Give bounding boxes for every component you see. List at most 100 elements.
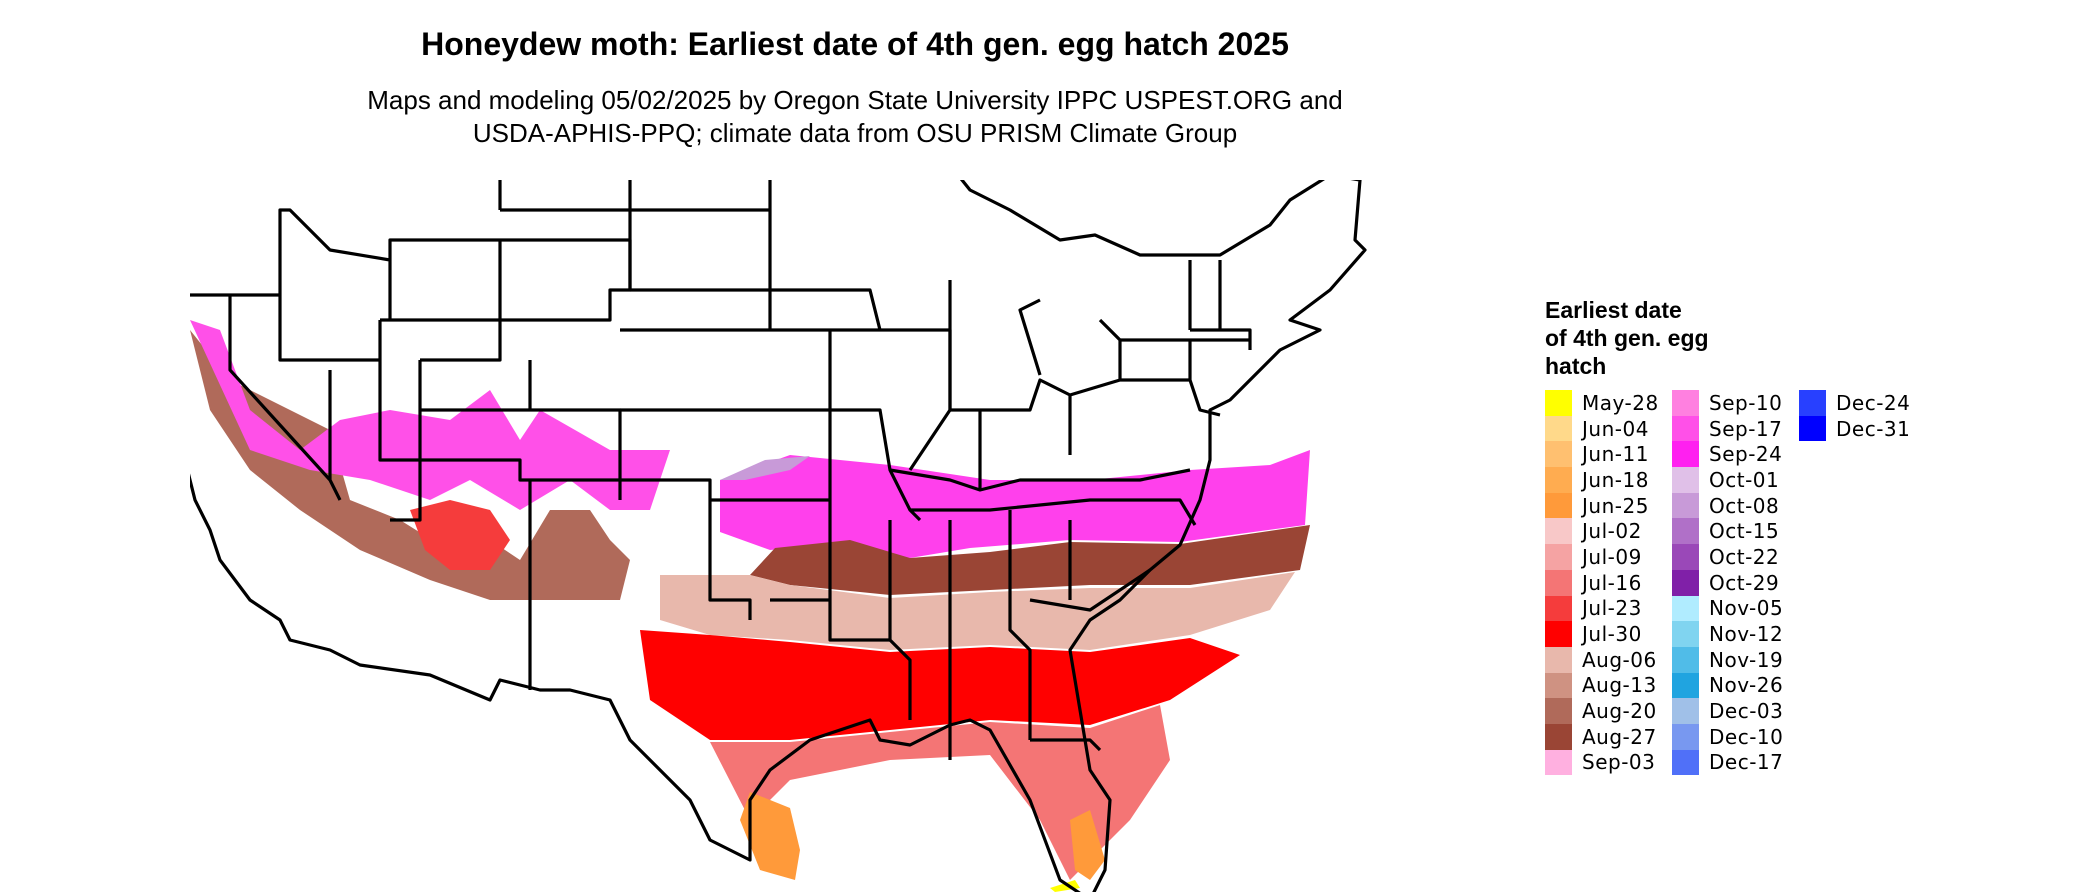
legend-swatch (1672, 415, 1699, 442)
legend-label: Nov-19 (1709, 647, 1784, 672)
legend-swatch (1545, 518, 1572, 545)
zone-aug-early (660, 572, 1295, 650)
legend-item: Dec-03 (1672, 698, 1783, 724)
legend-title: Earliest date of 4th gen. egg hatch (1545, 296, 1785, 380)
legend-item: Jun-11 (1545, 441, 1659, 468)
legend-swatch (1545, 544, 1572, 570)
legend-item: Dec-31 (1799, 415, 1911, 442)
legend-label: Aug-27 (1582, 724, 1657, 749)
legend-label: Jun-18 (1582, 467, 1649, 492)
legend-item: Jul-30 (1545, 621, 1659, 647)
legend-label: Dec-24 (1836, 390, 1911, 415)
legend-label: Aug-20 (1582, 699, 1657, 724)
legend-label: Dec-17 (1709, 750, 1784, 775)
legend-swatch (1545, 672, 1572, 699)
state-lines-east (888, 260, 1252, 760)
zone-southwest-sep (190, 320, 670, 510)
legend-swatch (1672, 698, 1699, 724)
legend-label: Dec-31 (1836, 416, 1911, 441)
legend-item: Jun-25 (1545, 492, 1659, 519)
legend-item: Jul-02 (1545, 518, 1659, 545)
legend-column: Sep-10 Sep-17 Sep-24 Oct-01 Oct-08 Oct-15 Oct-… (1672, 390, 1784, 776)
legend-item: Aug-06 (1545, 646, 1659, 673)
zone-southwest-jul (410, 500, 510, 570)
legend-column: Dec-24 Dec-31 (1799, 390, 1911, 442)
legend-item: May-28 (1545, 390, 1659, 416)
legend-label: Jul-16 (1582, 570, 1642, 595)
legend-column: May-28 Jun-04 Jun-11 Jun-18 Jun-25 Jul-02 Jul-… (1545, 390, 1659, 776)
legend-label: Oct-29 (1709, 570, 1780, 595)
us-map (190, 180, 1367, 892)
legend-swatch (1545, 467, 1572, 493)
legend-title-line-2: of 4th gen. egg (1545, 325, 1709, 351)
state-lines-west (190, 180, 632, 690)
legend-swatch (1545, 723, 1572, 750)
legend-swatch (1545, 621, 1572, 647)
legend-swatch (1672, 441, 1699, 468)
legend-label: Jun-25 (1582, 493, 1649, 518)
legend-item: Aug-20 (1545, 698, 1659, 724)
legend-label: Jun-11 (1582, 442, 1649, 467)
legend-swatch (1545, 646, 1572, 673)
legend-item: Oct-22 (1672, 544, 1783, 570)
subtitle-line-2: USDA-APHIS-PPQ; climate data from OSU PR… (472, 118, 1238, 148)
legend-item: Sep-17 (1672, 415, 1783, 442)
legend-title-line-1: Earliest date (1545, 297, 1682, 323)
legend-item: Jun-04 (1545, 415, 1659, 442)
legend-label: Oct-08 (1709, 493, 1780, 518)
map-subtitle: Maps and modeling 05/02/2025 by Oregon S… (0, 84, 1710, 150)
legend-swatch (1672, 749, 1699, 776)
subtitle-line-1: Maps and modeling 05/02/2025 by Oregon S… (367, 85, 1343, 115)
legend-label: Jul-30 (1582, 622, 1642, 647)
legend-swatch (1545, 698, 1572, 724)
legend-label: Oct-22 (1709, 544, 1780, 569)
legend-label: Nov-12 (1709, 622, 1784, 647)
legend-label: Aug-13 (1582, 673, 1657, 698)
legend-label: Jul-02 (1582, 519, 1642, 544)
legend-label: Sep-03 (1582, 750, 1656, 775)
legend-item: Sep-03 (1545, 749, 1659, 776)
legend-item: Jul-09 (1545, 544, 1659, 570)
legend-item: Sep-24 (1672, 441, 1783, 468)
state-boundaries (190, 180, 1367, 892)
legend-item: Jul-16 (1545, 569, 1659, 596)
legend-item: Nov-05 (1672, 595, 1783, 622)
legend-label: Jul-23 (1582, 596, 1642, 621)
legend-swatch (1672, 646, 1699, 673)
legend-item: Dec-17 (1672, 749, 1784, 776)
legend: Earliest date of 4th gen. egg hatch May-… (1545, 296, 2100, 790)
legend-swatch (1799, 415, 1826, 442)
legend-swatch (1545, 441, 1572, 468)
zone-jul-late (640, 630, 1240, 740)
legend-swatch (1672, 595, 1699, 622)
legend-label: Oct-15 (1709, 519, 1780, 544)
legend-title-line-3: hatch (1545, 353, 1607, 379)
legend-label: Sep-10 (1709, 390, 1783, 415)
legend-item: Nov-26 (1672, 672, 1784, 699)
legend-item: Dec-10 (1672, 723, 1783, 750)
legend-label: Sep-17 (1709, 416, 1783, 441)
legend-item: Jun-18 (1545, 467, 1659, 493)
legend-swatch (1545, 390, 1572, 416)
hatch-date-fill (190, 320, 1310, 892)
legend-swatch (1672, 672, 1699, 699)
legend-label: Aug-06 (1582, 647, 1657, 672)
state-lines-central (618, 180, 952, 642)
legend-swatch (1672, 569, 1699, 596)
legend-item: Nov-12 (1672, 621, 1783, 647)
legend-swatch (1672, 467, 1699, 493)
map-title: Honeydew moth: Earliest date of 4th gen.… (421, 26, 1289, 62)
legend-swatch (1672, 723, 1699, 750)
zone-jun-texas (740, 792, 800, 880)
legend-swatch (1545, 595, 1572, 622)
legend-item: Sep-10 (1672, 390, 1783, 416)
zone-southwest-aug (190, 330, 630, 600)
legend-label: Jun-04 (1582, 416, 1649, 441)
legend-swatch (1672, 544, 1699, 570)
legend-swatch (1799, 390, 1826, 416)
zone-oct (720, 456, 810, 480)
legend-item: Oct-01 (1672, 467, 1783, 493)
legend-item: Nov-19 (1672, 646, 1784, 673)
legend-label: Nov-26 (1709, 673, 1784, 698)
legend-label: Dec-03 (1709, 699, 1784, 724)
